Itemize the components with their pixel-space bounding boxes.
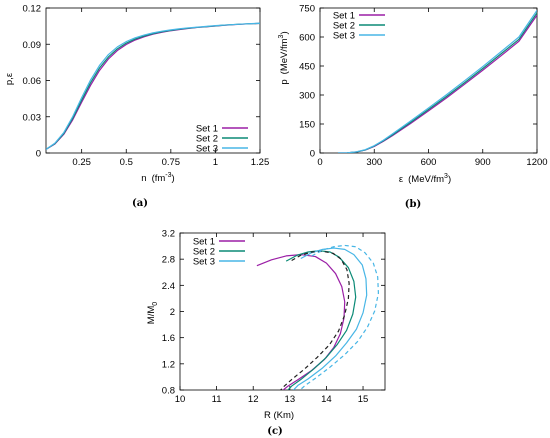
- chart-a-series-line: [46, 22, 260, 150]
- chart-a-caption: (a): [132, 198, 148, 209]
- chart-c-legend-label: Set 3: [193, 257, 215, 268]
- chart-b-xtick-label: 900: [475, 157, 491, 168]
- chart-c-series-line: [256, 253, 346, 390]
- chart-c-ytick-label: 0.8: [162, 386, 175, 397]
- chart-c-series-line: [293, 247, 368, 390]
- chart-b-xtick-label: 1200: [526, 157, 547, 168]
- chart-b-ytick-label: 600: [299, 33, 315, 44]
- chart-a-ytick-label: 0: [36, 149, 41, 160]
- chart-c-ytick-label: 1.2: [162, 359, 175, 370]
- chart-b-xtick-label: 600: [421, 157, 437, 168]
- chart-c-ytick-label: 2.4: [162, 281, 175, 292]
- chart-b-ytick-label: 300: [299, 91, 315, 102]
- chart-a-ylabel: p,ε: [4, 72, 15, 85]
- chart-a-ytick-label: 0.09: [23, 40, 42, 51]
- chart-b-ytick-label: 750: [299, 4, 315, 15]
- chart-c-ytick-label: 1.6: [162, 333, 175, 344]
- chart-panel-b: p(MeV/fm3) ε (MeV/fm3) (b) 0 300 600 900 1200…: [278, 4, 548, 211]
- chart-panel-c: M/M0 R (Km) (c) 10 11 12 13 14 15 0.8 1.2 1.6 2 2.…: [146, 229, 386, 437]
- chart-a-xlabel: n (fm-3): [141, 172, 174, 184]
- chart-c-ytick-label: 2.8: [162, 255, 175, 266]
- chart-b-legend-label: Set 3: [333, 31, 355, 42]
- chart-a-ytick-label: 0.12: [23, 4, 42, 15]
- chart-b-series-line: [338, 9, 537, 153]
- chart-b-ytick-label: 0: [310, 149, 315, 160]
- chart-b-ytick-label: 150: [299, 120, 315, 131]
- chart-c-ytick-label: 2: [170, 307, 175, 318]
- chart-a-legend-label: Set 3: [196, 144, 218, 155]
- chart-c-ytick-label: 3.2: [162, 229, 175, 240]
- chart-c-legend-label: Set 1: [193, 237, 215, 248]
- chart-a-series-line: [46, 22, 260, 150]
- chart-b-caption: (b): [405, 199, 421, 210]
- chart-c-xtick-label: 13: [285, 394, 296, 405]
- chart-a-xtick-label: 0.25: [72, 157, 91, 168]
- chart-a-xtick-label: 1: [213, 157, 218, 168]
- chart-b-legend-label: Set 1: [333, 11, 355, 22]
- chart-c-xtick-label: 10: [175, 394, 186, 405]
- chart-b-xtick-label: 0: [317, 157, 322, 168]
- chart-a-xtick-label: 0.75: [162, 157, 181, 168]
- chart-a-series-line: [46, 22, 260, 150]
- chart-a-ytick-label: 0.06: [23, 76, 42, 87]
- chart-c-xtick-label: 14: [321, 394, 332, 405]
- chart-b-series-line: [338, 14, 537, 153]
- chart-c-series-line: [280, 250, 350, 390]
- chart-a-legend-label: Set 1: [196, 124, 218, 135]
- chart-c-xtick-label: 15: [358, 394, 369, 405]
- chart-a-xtick-label: 1.25: [251, 157, 270, 168]
- chart-c-xlabel: R (Km): [264, 410, 294, 421]
- chart-c-xtick-label: 11: [212, 394, 222, 405]
- chart-c-ylabel: M/M0: [146, 302, 159, 324]
- chart-b-ylabel: p(MeV/fm3): [278, 31, 290, 84]
- chart-c-legend-label: Set 2: [193, 247, 215, 258]
- chart-a-ytick-label: 0.03: [23, 112, 42, 123]
- chart-b-xtick-label: 300: [366, 157, 382, 168]
- chart-c-xtick-label: 12: [248, 394, 259, 405]
- chart-panel-a: p,ε n (fm-3) (a) 0.25 0.5 0.75 1 1.25 0 0.03 0.0…: [4, 4, 269, 210]
- chart-a-xtick-label: 0.5: [120, 157, 133, 168]
- chart-c-series-line: [299, 244, 380, 390]
- chart-a-plot-frame: [45, 7, 261, 154]
- chart-b-ytick-label: 450: [299, 62, 315, 73]
- chart-c-caption: (c): [267, 426, 283, 437]
- chart-b-xlabel: ε (MeV/fm3): [399, 173, 451, 185]
- chart-b-legend-label: Set 2: [333, 21, 355, 32]
- chart-a-legend-label: Set 2: [196, 134, 218, 145]
- chart-b-series-line: [338, 12, 537, 153]
